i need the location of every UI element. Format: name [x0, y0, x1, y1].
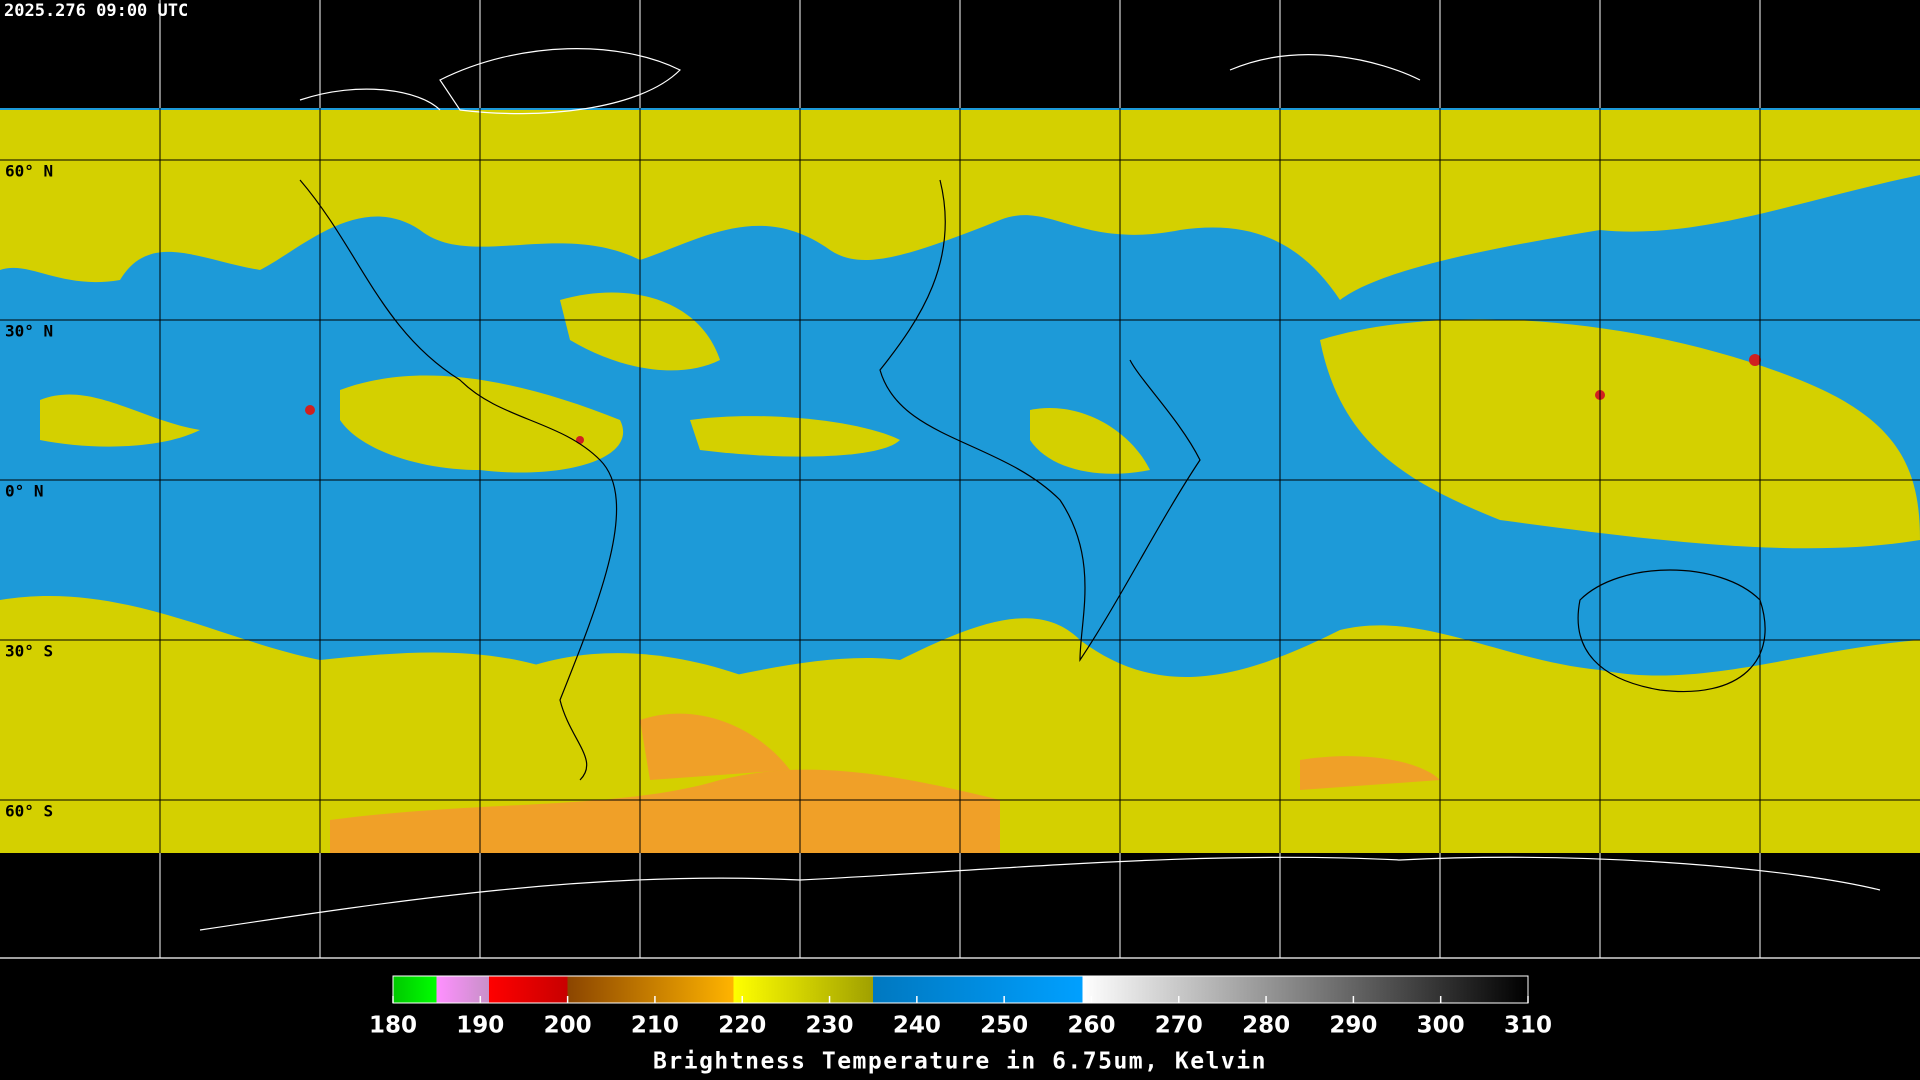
colorbar-tick-label: 230: [806, 1013, 854, 1039]
storm-core: [305, 405, 315, 415]
orange-patch: [330, 769, 1000, 853]
antarctica: [199, 856, 1881, 931]
tropical-cloud: [690, 416, 900, 457]
tropical-cloud: [340, 375, 624, 473]
siberia: [1229, 54, 1421, 81]
greenland: [439, 48, 682, 115]
africa-coast: [879, 179, 1201, 662]
colorbar-tick-label: 260: [1067, 1013, 1115, 1039]
colorbar-tick-label: 280: [1242, 1013, 1290, 1039]
colorbar-title: Brightness Temperature in 6.75um, Kelvin: [653, 1049, 1267, 1075]
colorbar-tick-label: 290: [1329, 1013, 1377, 1039]
australia-coast: [1577, 569, 1766, 693]
colorbar-tick-label: 180: [369, 1013, 417, 1039]
timestamp: 2025.276 09:00 UTC: [4, 1, 188, 21]
colorbar-tick-label: 310: [1504, 1013, 1552, 1039]
latitude-label: 60° N: [5, 162, 53, 181]
colorbar: 180 190 200 210 220 230 240 250 260 270 280 290 300 3…: [369, 975, 1552, 1039]
colorbar-tick-label: 190: [456, 1013, 504, 1039]
colorbar-tick-label: 210: [631, 1013, 679, 1039]
latitude-label: 30° S: [5, 642, 53, 661]
colorbar-tick-label: 240: [893, 1013, 941, 1039]
graticule: 60° N 30° N 0° N 30° S 60° S: [0, 0, 1920, 958]
coastlines: [299, 179, 1766, 781]
colorbar-scale: [392, 975, 1529, 1004]
cold-tops: [330, 713, 1440, 853]
arctic-canada: [299, 88, 441, 111]
orange-patch: [640, 713, 790, 780]
latitude-label: 30° N: [5, 322, 53, 341]
orange-patch: [1300, 756, 1440, 790]
colorbar-tick-label: 300: [1417, 1013, 1465, 1039]
latitude-label: 60° S: [5, 802, 53, 821]
colorbar-tick-label: 250: [980, 1013, 1028, 1039]
tropical-cloud: [1320, 319, 1920, 549]
americas-coast: [299, 179, 618, 781]
latitude-label: 0° N: [5, 482, 44, 501]
storm-core: [1749, 354, 1761, 366]
colorbar-tick-label: 200: [544, 1013, 592, 1039]
colorbar-tick-label: 270: [1155, 1013, 1203, 1039]
polar-coastlines: [199, 48, 1881, 931]
colorbar-tick-label: 220: [718, 1013, 766, 1039]
